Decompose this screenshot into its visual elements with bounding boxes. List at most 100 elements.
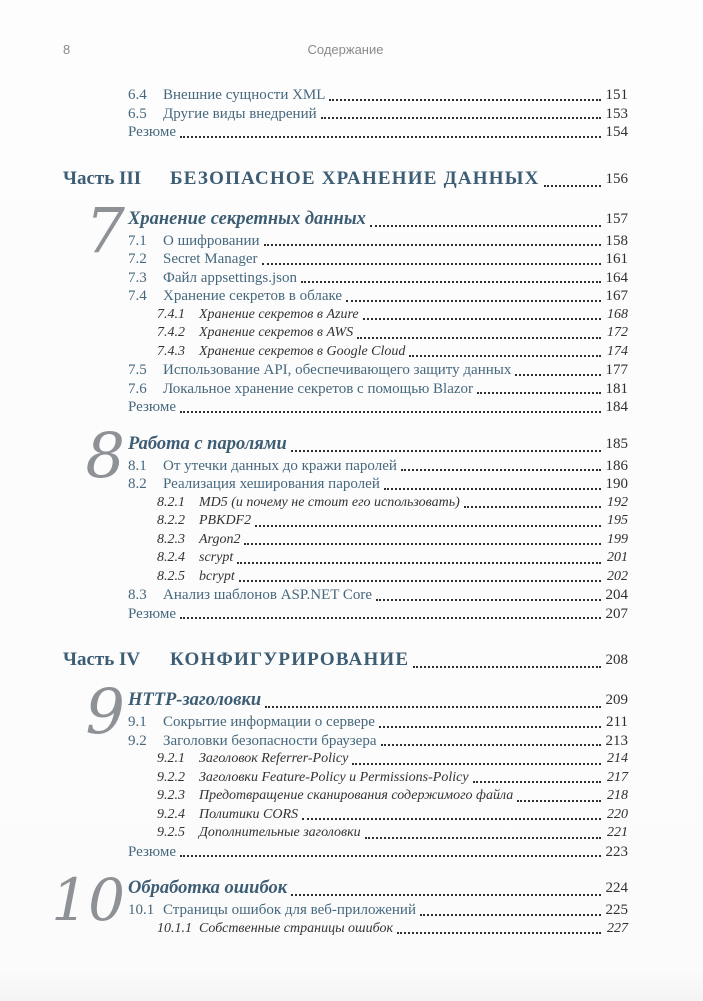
dot-leader <box>180 855 601 857</box>
entry-title: Резюме <box>128 843 177 860</box>
entry-page: 195 <box>607 513 628 528</box>
toc-entry[interactable]: 9.2.2 Заголовки Feature-Policy и Permissi… <box>63 769 628 788</box>
dot-leader <box>290 449 601 452</box>
entry-title: Страницы ошибок для веб-приложений <box>163 902 416 918</box>
toc-entry[interactable]: 7.3 Файл appsettings.json 164 <box>63 269 628 288</box>
part-heading[interactable]: Часть III БЕЗОПАСНОЕ ХРАНЕНИЕ ДАННЫХ 156 <box>63 166 628 192</box>
toc-entry[interactable]: 9.2 Заголовки безопасности браузера 213 <box>63 732 628 751</box>
entry-number: 9.2.5 <box>157 825 185 840</box>
toc-entry[interactable]: 7.6 Локальное хранение секретов с помощью… <box>63 380 628 399</box>
entry-page: 151 <box>605 87 629 103</box>
toc-entry[interactable]: 7.5 Использование API, обеспечивающего за… <box>63 361 628 380</box>
dot-leader <box>180 410 601 413</box>
dot-leader <box>419 913 601 916</box>
toc-entry[interactable]: 7.2 Secret Manager 161 <box>63 250 628 269</box>
toc-entry[interactable]: 8.2 Реализация хеширования паролей 190 <box>63 475 628 494</box>
entry-page: 168 <box>607 306 628 322</box>
entry-number: 7.4.2 <box>157 325 185 340</box>
dot-leader <box>302 818 601 820</box>
toc-entry[interactable]: 7.4 Хранение секретов в облаке 167 <box>63 287 628 306</box>
dot-leader <box>261 262 601 265</box>
toc-entry[interactable]: 8.2.1 MD5 (и почему не стоит его использо… <box>63 494 628 513</box>
chapter-title-row[interactable]: HTTP-заголовки 209 <box>63 687 628 713</box>
entry-title: Реализация хеширования паролей <box>163 476 380 492</box>
toc-entry[interactable]: 8.1 От утечки данных до кражи паролей 186 <box>63 457 628 476</box>
entry-title: Политики CORS <box>199 806 299 822</box>
toc-entry[interactable]: 7.4.3 Хранение секретов в Google Cloud 174 <box>63 343 628 362</box>
toc-entry[interactable]: 8.2.2 PBKDF2 195 <box>63 512 628 531</box>
entry-title: О шифровании <box>163 232 260 249</box>
toc-entry[interactable]: Резюме 207 <box>63 605 628 624</box>
toc-entry[interactable]: 8.2.3 Argon2 199 <box>63 531 628 550</box>
entry-title: Локальное хранение секретов с помощью Bl… <box>163 380 474 397</box>
toc-entry[interactable]: 8.3 Анализ шаблонов ASP.NET Core 204 <box>63 586 628 605</box>
toc-entry[interactable]: 6.4 Внешние сущности XML 151 <box>63 86 628 105</box>
entry-title: Резюме <box>128 124 177 140</box>
toc-entry[interactable]: 10.1 Страницы ошибок для веб-приложений 22… <box>63 901 628 920</box>
chapter-title-row[interactable]: Обработка ошибок 224 <box>63 875 628 901</box>
part-page: 156 <box>605 170 629 187</box>
entry-title: PBKDF2 <box>199 513 252 528</box>
toc-entry[interactable]: 6.5 Другие виды внедрений 153 <box>63 105 628 124</box>
chapter-page: 209 <box>605 692 629 708</box>
toc-entry[interactable]: 9.1 Сокрытие информации о сервере 211 <box>63 713 628 732</box>
dot-leader <box>180 135 601 138</box>
toc-entry[interactable]: 9.2.4 Политики CORS 220 <box>63 806 628 825</box>
toc-entry[interactable]: 7.1 О шифровании 158 <box>63 232 628 251</box>
chapter-title: Обработка ошибок <box>128 878 288 898</box>
dot-leader <box>301 281 601 283</box>
entry-title: Хранение секретов в облаке <box>163 288 343 304</box>
entry-title: Хранение секретов в Azure <box>199 306 359 322</box>
entry-title: Анализ шаблонов ASP.NET Core <box>163 587 373 603</box>
part-title: КОНФИГУРИРОВАНИЕ <box>170 649 410 670</box>
toc-entry[interactable]: Резюме 184 <box>63 398 628 417</box>
dot-leader <box>180 617 601 619</box>
entry-number: 6.5 <box>128 105 147 122</box>
chapter-title: HTTP-заголовки <box>128 690 262 710</box>
toc-entry[interactable]: 10.1.1 Собственные страницы ошибок 227 <box>63 920 628 939</box>
toc-entry[interactable]: 8.2.5 bcrypt 202 <box>63 568 628 587</box>
dot-leader <box>376 598 601 601</box>
dot-leader <box>369 224 601 227</box>
part-heading[interactable]: Часть IV КОНФИГУРИРОВАНИЕ 208 <box>63 647 628 673</box>
chapter-page: 185 <box>605 435 629 452</box>
entry-number: 9.2.3 <box>157 788 185 803</box>
toc-entry[interactable]: Резюме 154 <box>63 123 628 142</box>
entry-title: Secret Manager <box>163 251 258 267</box>
entry-page: 218 <box>607 788 628 803</box>
chapter-title-row[interactable]: Работа с паролями 185 <box>63 431 628 457</box>
entry-number: 8.2.1 <box>157 494 185 510</box>
entry-number: 8.2.4 <box>157 550 185 565</box>
entry-title: Собственные страницы ошибок <box>199 920 394 936</box>
dot-leader <box>255 524 601 527</box>
entry-page: 192 <box>607 494 628 510</box>
toc-entry[interactable]: Резюме 223 <box>63 843 628 862</box>
toc-sections: 6.4 Внешние сущности XML 151 6.5 Другие виды… <box>51 86 628 939</box>
dot-leader <box>244 543 601 545</box>
part-label: Часть IV <box>63 649 141 670</box>
toc-entry[interactable]: 7.4.1 Хранение секретов в Azure 168 <box>63 306 628 325</box>
entry-page: 220 <box>607 806 628 822</box>
entry-page: 181 <box>605 380 629 397</box>
entry-page: 221 <box>607 825 628 840</box>
entry-title: Другие виды внедрений <box>163 105 317 122</box>
entry-title: Сокрытие информации о сервере <box>163 714 375 730</box>
entry-page: 190 <box>605 476 629 492</box>
dot-leader <box>517 799 601 802</box>
chapter-block: 9 HTTP-заголовки 209 9.1 Сокрытие информации… <box>63 681 628 862</box>
toc-entry[interactable]: 9.2.5 Дополнительные заголовки 221 <box>63 824 628 843</box>
chapter-title-row[interactable]: Хранение секретных данных 157 <box>63 206 628 232</box>
entry-page: 207 <box>605 605 629 622</box>
entry-number: 8.2.3 <box>157 531 185 547</box>
chapter-title: Работа с паролями <box>128 433 287 454</box>
chapter-numeral: 8 <box>85 418 125 492</box>
dot-leader <box>380 744 601 746</box>
dot-leader <box>238 580 601 582</box>
toc-entry[interactable]: 9.2.3 Предотвращение сканирования содержи… <box>63 787 628 806</box>
toc-entry[interactable]: 9.2.1 Заголовок Referrer-Policy 214 <box>63 750 628 769</box>
toc-entry[interactable]: 7.4.2 Хранение секретов в AWS 172 <box>63 324 628 343</box>
entry-title: Использование API, обеспечивающего защит… <box>163 362 512 378</box>
entry-page: 214 <box>607 751 628 766</box>
toc-entry[interactable]: 8.2.4 scrypt 201 <box>63 549 628 568</box>
entry-title: MD5 (и почему не стоит его использовать) <box>199 494 460 510</box>
